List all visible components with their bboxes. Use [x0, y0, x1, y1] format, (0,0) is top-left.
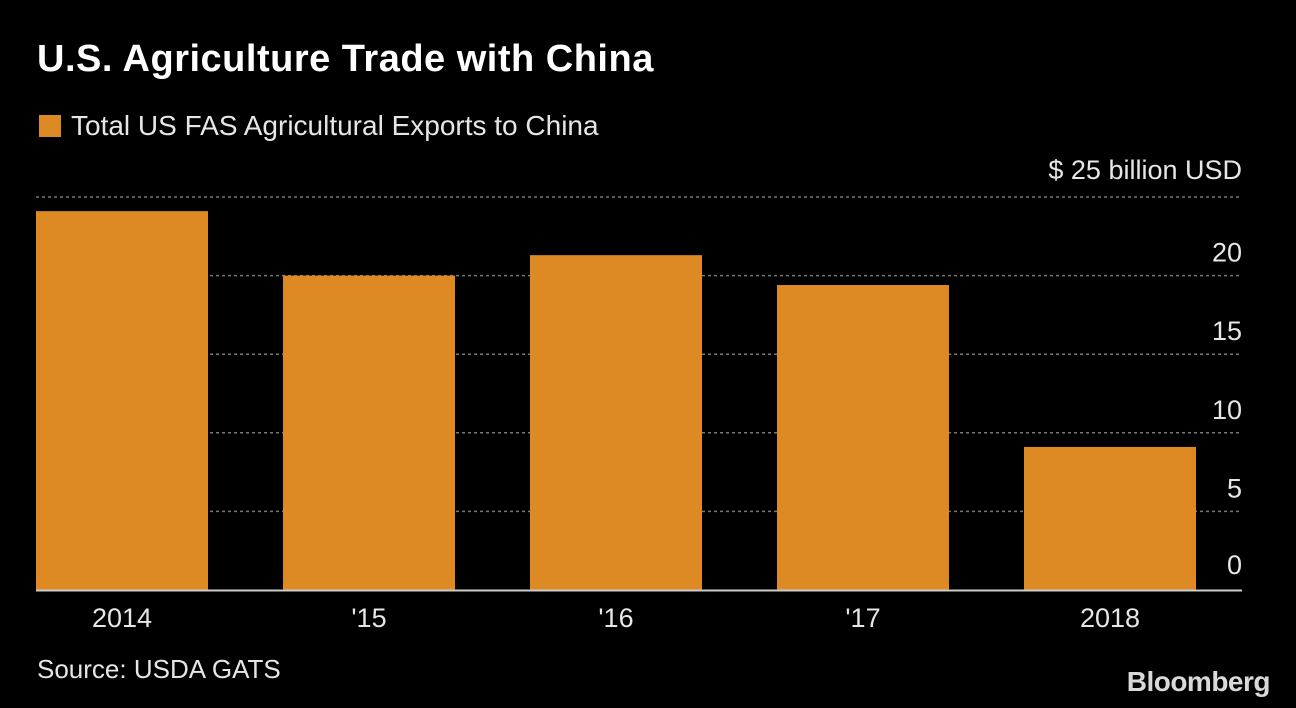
bar-4 [1024, 446, 1196, 590]
source-note: Source: USDA GATS [37, 654, 281, 684]
y-tick-label-5: 5 [1227, 473, 1242, 503]
bar-0 [36, 211, 208, 590]
bloomberg-logo: Bloomberg [1126, 666, 1271, 697]
bar-3 [777, 285, 949, 590]
chart-title: U.S. Agriculture Trade with China [37, 38, 654, 80]
x-tick-label-4: 2018 [1080, 603, 1140, 633]
y-tick-label-15: 15 [1212, 316, 1242, 346]
y-tick-label-20: 20 [1212, 238, 1242, 268]
y-tick-label-25: $ 25 billion USD [1048, 155, 1242, 185]
legend-swatch [39, 115, 61, 137]
legend-label: Total US FAS Agricultural Exports to Chi… [71, 110, 599, 141]
bar-2 [530, 255, 702, 590]
x-tick-label-2: '16 [598, 603, 633, 633]
y-tick-label-0: 0 [1227, 550, 1242, 580]
x-tick-label-0: 2014 [92, 603, 152, 633]
x-tick-labels: 2014 '15 '16 '17 2018 [92, 603, 1140, 633]
y-tick-label-10: 10 [1212, 395, 1242, 425]
bars [36, 211, 1196, 590]
x-tick-label-1: '15 [351, 603, 386, 633]
y-tick-labels: 0 5 10 15 20 $ 25 billion USD [1048, 155, 1242, 580]
legend: Total US FAS Agricultural Exports to Chi… [39, 110, 599, 142]
bar-1 [283, 275, 455, 590]
x-tick-label-3: '17 [845, 603, 880, 633]
